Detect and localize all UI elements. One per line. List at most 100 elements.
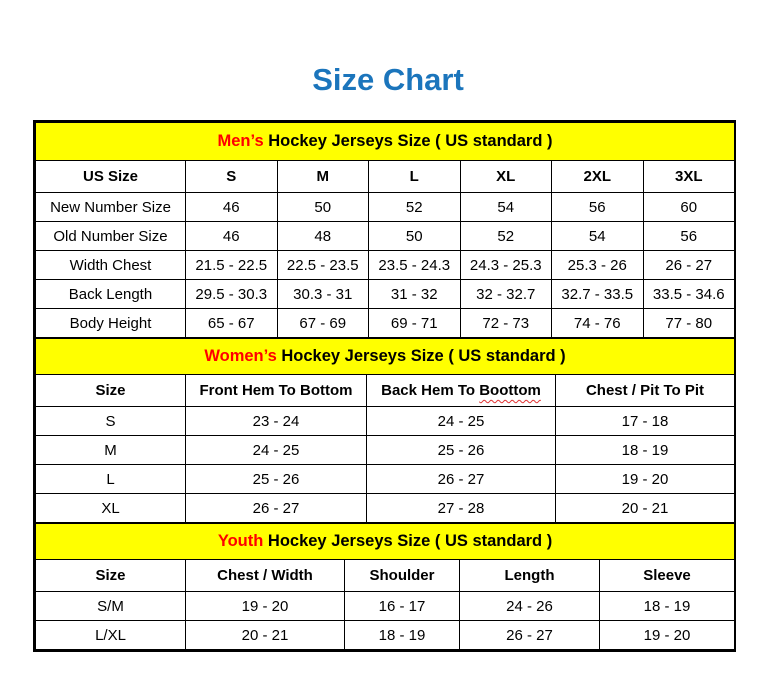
table-cell: 50 <box>368 221 461 251</box>
mens-column-header-l: L <box>368 160 461 193</box>
table-cell: 72 - 73 <box>459 308 552 338</box>
row-label: S <box>35 406 186 436</box>
table-row-width-chest: Width Chest 21.5 - 22.5 22.5 - 23.5 23.5… <box>35 250 735 280</box>
womens-column-header-front-hem: Front Hem To Bottom <box>185 374 367 407</box>
table-cell: 32.7 - 33.5 <box>551 279 644 309</box>
mens-column-header-m: M <box>276 160 369 193</box>
row-label: L <box>35 464 186 494</box>
table-cell: 21.5 - 22.5 <box>185 250 278 280</box>
table-cell: 52 <box>459 221 552 251</box>
youth-size-table: Youth Hockey Jerseys Size ( US standard … <box>34 523 736 650</box>
row-label: XL <box>35 493 186 523</box>
mens-banner: Men’s Hockey Jerseys Size ( US standard … <box>35 122 735 161</box>
table-cell: 24 - 25 <box>366 406 556 436</box>
table-cell: 31 - 32 <box>368 279 461 309</box>
row-label: New Number Size <box>35 192 186 222</box>
row-label: Old Number Size <box>35 221 186 251</box>
table-row-women-xl: XL 26 - 27 27 - 28 20 - 21 <box>35 493 736 523</box>
womens-column-header-back-hem: Back Hem To Boottom <box>366 374 556 407</box>
table-cell: 30.3 - 31 <box>276 279 369 309</box>
table-cell: 52 <box>368 192 461 222</box>
table-cell: 27 - 28 <box>366 493 556 523</box>
table-row-body-height: Body Height 65 - 67 67 - 69 69 - 71 72 -… <box>35 308 735 338</box>
womens-header-row: Size Front Hem To Bottom Back Hem To Boo… <box>35 374 736 407</box>
table-row-youth-sm: S/M 19 - 20 16 - 17 24 - 26 18 - 19 <box>35 591 736 621</box>
misspelled-word-boottom: Boottom <box>479 382 541 399</box>
row-label: S/M <box>35 591 186 621</box>
table-cell: 16 - 17 <box>344 591 460 621</box>
womens-banner-highlight: Women’s <box>204 347 277 365</box>
table-cell: 26 - 27 <box>366 464 556 494</box>
youth-column-header-chest-width: Chest / Width <box>185 559 345 592</box>
table-cell: 25.3 - 26 <box>551 250 644 280</box>
youth-header-row: Size Chest / Width Shoulder Length Sleev… <box>35 559 736 592</box>
table-cell: 56 <box>551 192 644 222</box>
youth-banner-highlight: Youth <box>217 532 264 550</box>
table-cell: 19 - 20 <box>554 464 736 494</box>
table-cell: 25 - 26 <box>185 464 367 494</box>
mens-header-row: US Size S M L XL 2XL 3XL <box>35 160 735 193</box>
table-row-women-m: M 24 - 25 25 - 26 18 - 19 <box>35 435 736 465</box>
table-cell: 20 - 21 <box>554 493 736 523</box>
mens-size-table: Men’s Hockey Jerseys Size ( US standard … <box>35 122 735 338</box>
mens-column-header-s: S <box>185 160 278 193</box>
table-cell: 19 - 20 <box>185 591 345 621</box>
youth-column-header-length: Length <box>459 559 600 592</box>
table-cell: 67 - 69 <box>276 308 369 338</box>
table-cell: 60 <box>642 192 735 222</box>
row-label: Body Height <box>35 308 186 338</box>
youth-column-header-size: Size <box>35 559 186 592</box>
table-cell: 65 - 67 <box>185 308 278 338</box>
womens-banner-row: Women’s Hockey Jerseys Size ( US standar… <box>34 338 736 375</box>
table-cell: 54 <box>459 192 552 222</box>
mens-column-header-3xl: 3XL <box>642 160 735 193</box>
table-cell: 26 - 27 <box>459 620 600 650</box>
table-cell: 46 <box>185 221 278 251</box>
table-cell: 26 - 27 <box>185 493 367 523</box>
table-cell: 22.5 - 23.5 <box>276 250 369 280</box>
row-label: L/XL <box>35 620 186 650</box>
table-cell: 33.5 - 34.6 <box>642 279 735 309</box>
table-row-women-s: S 23 - 24 24 - 25 17 - 18 <box>35 406 736 436</box>
womens-column-header-size: Size <box>35 374 186 407</box>
table-cell: 20 - 21 <box>185 620 345 650</box>
row-label: Back Length <box>35 279 186 309</box>
row-label: Width Chest <box>35 250 186 280</box>
youth-column-header-sleeve: Sleeve <box>598 559 736 592</box>
row-label: M <box>35 435 186 465</box>
table-cell: 23.5 - 24.3 <box>368 250 461 280</box>
table-cell: 77 - 80 <box>642 308 735 338</box>
table-row-youth-lxl: L/XL 20 - 21 18 - 19 26 - 27 19 - 20 <box>35 620 736 650</box>
table-cell: 18 - 19 <box>554 435 736 465</box>
mens-banner-highlight: Men’s <box>217 132 264 150</box>
table-cell: 32 - 32.7 <box>459 279 552 309</box>
table-cell: 17 - 18 <box>554 406 736 436</box>
table-cell: 24.3 - 25.3 <box>459 250 552 280</box>
table-cell: 50 <box>276 192 369 222</box>
youth-column-header-shoulder: Shoulder <box>344 559 460 592</box>
table-cell: 25 - 26 <box>366 435 556 465</box>
table-row-back-length: Back Length 29.5 - 30.3 30.3 - 31 31 - 3… <box>35 279 735 309</box>
table-cell: 69 - 71 <box>368 308 461 338</box>
womens-banner: Women’s Hockey Jerseys Size ( US standar… <box>34 338 736 375</box>
youth-banner-text: Hockey Jerseys Size ( US standard ) <box>263 532 553 550</box>
mens-banner-row: Men’s Hockey Jerseys Size ( US standard … <box>35 122 735 161</box>
womens-banner-text: Hockey Jerseys Size ( US standard ) <box>276 347 566 365</box>
table-cell: 74 - 76 <box>551 308 644 338</box>
back-hem-label-prefix: Back Hem To <box>381 382 480 399</box>
table-cell: 29.5 - 30.3 <box>185 279 278 309</box>
youth-banner-row: Youth Hockey Jerseys Size ( US standard … <box>34 523 736 560</box>
table-cell: 54 <box>551 221 644 251</box>
table-cell: 24 - 25 <box>185 435 367 465</box>
size-tables-container: Men’s Hockey Jerseys Size ( US standard … <box>33 120 736 652</box>
table-cell: 46 <box>185 192 278 222</box>
table-row-new-number-size: New Number Size 46 50 52 54 56 60 <box>35 192 735 222</box>
table-cell: 56 <box>642 221 735 251</box>
mens-column-header-2xl: 2XL <box>551 160 644 193</box>
page-title: Size Chart <box>312 62 464 97</box>
mens-banner-text: Hockey Jerseys Size ( US standard ) <box>263 132 553 150</box>
youth-banner: Youth Hockey Jerseys Size ( US standard … <box>34 523 736 560</box>
mens-column-header-xl: XL <box>459 160 552 193</box>
table-row-women-l: L 25 - 26 26 - 27 19 - 20 <box>35 464 736 494</box>
